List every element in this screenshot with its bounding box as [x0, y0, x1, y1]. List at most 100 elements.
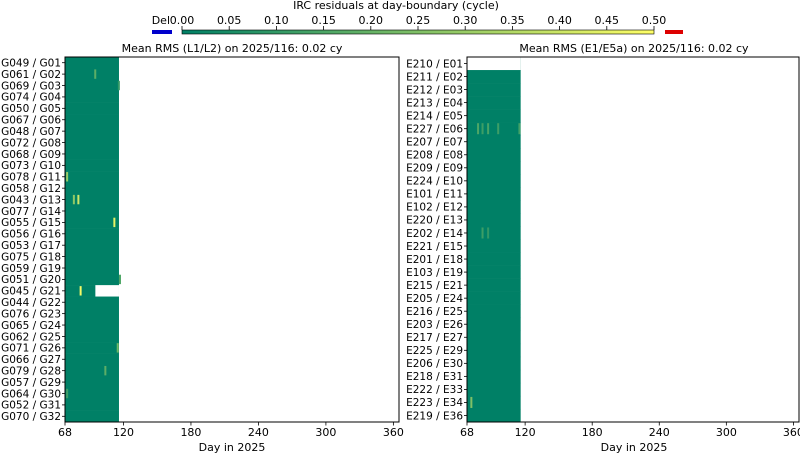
row-label: E219 / E36	[406, 410, 463, 422]
x-tick-label: 180	[582, 426, 603, 439]
x-tick-label: 120	[515, 426, 536, 439]
heatmap-cell	[477, 123, 480, 135]
heatmap-gap	[467, 57, 521, 71]
heatmap-row-band	[467, 265, 521, 279]
colorbar-tick-label: 0.05	[217, 14, 242, 27]
heatmap-row-band	[467, 148, 521, 162]
panel-galileo-xlabel: Day in 2025	[601, 441, 668, 454]
heatmap-cell	[487, 227, 490, 239]
row-label: G074 / G04	[1, 92, 61, 104]
panel-gps-x-ticks: 68 120 180 240 300 360	[58, 422, 404, 439]
row-label: E212 / E03	[406, 84, 463, 96]
heatmap-row-band	[467, 187, 521, 201]
x-tick-label: 240	[649, 426, 670, 439]
row-label: G061 / G02	[1, 69, 61, 81]
row-label: G058 / G12	[1, 183, 61, 195]
heatmap-row-band	[467, 213, 521, 227]
colorbar-gradient	[181, 29, 655, 35]
heatmap-row-band	[65, 273, 119, 286]
row-label: G050 / G05	[1, 103, 61, 115]
row-label: G059 / G19	[1, 263, 61, 275]
row-label: G068 / G09	[1, 149, 61, 161]
heatmap-row-band	[467, 161, 521, 175]
row-label: G072 / G08	[1, 137, 61, 149]
row-label: E225 / E29	[406, 345, 463, 357]
heatmap-row-band	[65, 68, 119, 81]
x-tick-label: 68	[460, 426, 474, 439]
colorbar-deleted-swatch	[152, 30, 172, 34]
panel-galileo-cells	[467, 57, 521, 423]
heatmap-row-band	[467, 239, 521, 253]
panel-galileo-x-ticks: 68 120 180 240 300 360	[460, 422, 800, 439]
row-label: G051 / G20	[1, 274, 61, 286]
row-label: E221 / E15	[406, 241, 463, 253]
row-label: E101 / E11	[406, 189, 463, 201]
heatmap-row-band	[65, 239, 119, 252]
row-label: E214 / E05	[406, 110, 463, 122]
colorbar-deleted-label: Del	[152, 14, 170, 27]
row-label: G078 / G11	[1, 172, 61, 184]
x-tick-label: 180	[180, 426, 201, 439]
panel-galileo-frame	[466, 56, 800, 423]
heatmap-row-band	[65, 171, 119, 183]
colorbar-tick-label: 0.20	[359, 14, 384, 27]
heatmap-cell	[104, 365, 107, 376]
heatmap-row-band	[467, 330, 521, 345]
row-label: G049 / G01	[1, 58, 61, 70]
panel-gps-xlabel: Day in 2025	[199, 441, 266, 454]
heatmap-row-band	[467, 395, 521, 410]
row-label: E209 / E09	[406, 163, 463, 175]
row-label: E210 / E01	[406, 58, 463, 70]
heatmap-row-band	[467, 382, 521, 397]
heatmap-cell	[72, 194, 75, 205]
panel-gps: Mean RMS (L1/L2) on 2025/116: 0.02 cy G0…	[1, 42, 404, 454]
heatmap-cell	[518, 123, 521, 135]
heatmap-cell	[117, 80, 120, 91]
row-label: G065 / G24	[1, 320, 61, 332]
heatmap-row-band	[467, 343, 521, 358]
heatmap-row-band	[65, 91, 119, 103]
heatmap-cell	[481, 227, 484, 239]
row-label: G066 / G27	[1, 354, 61, 366]
heatmap-cell	[77, 194, 80, 205]
heatmap-row-band	[65, 285, 119, 297]
colorbar-ticks: 0.00 0.05 0.10 0.15 0.20 0.25 0.30 0.35 0.40 0.45…	[170, 14, 666, 30]
row-label: E207 / E07	[406, 137, 463, 149]
heatmap-row-band	[467, 278, 521, 292]
heatmap-row-band	[467, 135, 521, 149]
row-label: E102 / E12	[406, 202, 463, 214]
heatmap-row-band	[467, 304, 521, 319]
row-label: G079 / G28	[1, 365, 61, 377]
x-tick-label: 120	[113, 426, 134, 439]
row-label: E227 / E06	[406, 123, 463, 135]
colorbar-tick-label: 0.25	[406, 14, 431, 27]
row-label: E203 / E26	[406, 319, 463, 331]
row-label: G073 / G10	[1, 160, 61, 172]
heatmap-row-band	[467, 200, 521, 214]
row-label: E205 / E24	[406, 293, 463, 305]
row-label: E208 / E08	[406, 150, 463, 162]
row-label: G057 / G29	[1, 377, 61, 389]
row-label: E217 / E27	[406, 332, 463, 344]
x-tick-label: 360	[383, 426, 404, 439]
heatmap-row-band	[467, 317, 521, 332]
heatmap-row-band	[65, 102, 119, 115]
colorbar-tick-label: 0.30	[453, 14, 478, 27]
panel-gps-cells	[65, 57, 121, 423]
x-tick-label: 360	[783, 426, 800, 439]
heatmap-gap	[95, 285, 119, 297]
heatmap-row-band	[65, 250, 119, 263]
row-label: E224 / E10	[406, 176, 463, 188]
row-label: G069 / G03	[1, 80, 61, 92]
heatmap-row-band	[467, 408, 521, 423]
row-label: G043 / G13	[1, 194, 61, 206]
colorbar-tick-label: 0.40	[547, 14, 572, 27]
heatmap-cell	[470, 396, 473, 408]
heatmap-row-band	[65, 193, 119, 206]
heatmap-row-band	[65, 79, 119, 92]
heatmap-row-band	[467, 70, 521, 84]
heatmap-cell	[116, 343, 119, 353]
colorbar-tick-label: 0.00	[170, 14, 195, 27]
panel-galileo: Mean RMS (E1/E5a) on 2025/116: 0.02 cy E…	[406, 42, 800, 454]
